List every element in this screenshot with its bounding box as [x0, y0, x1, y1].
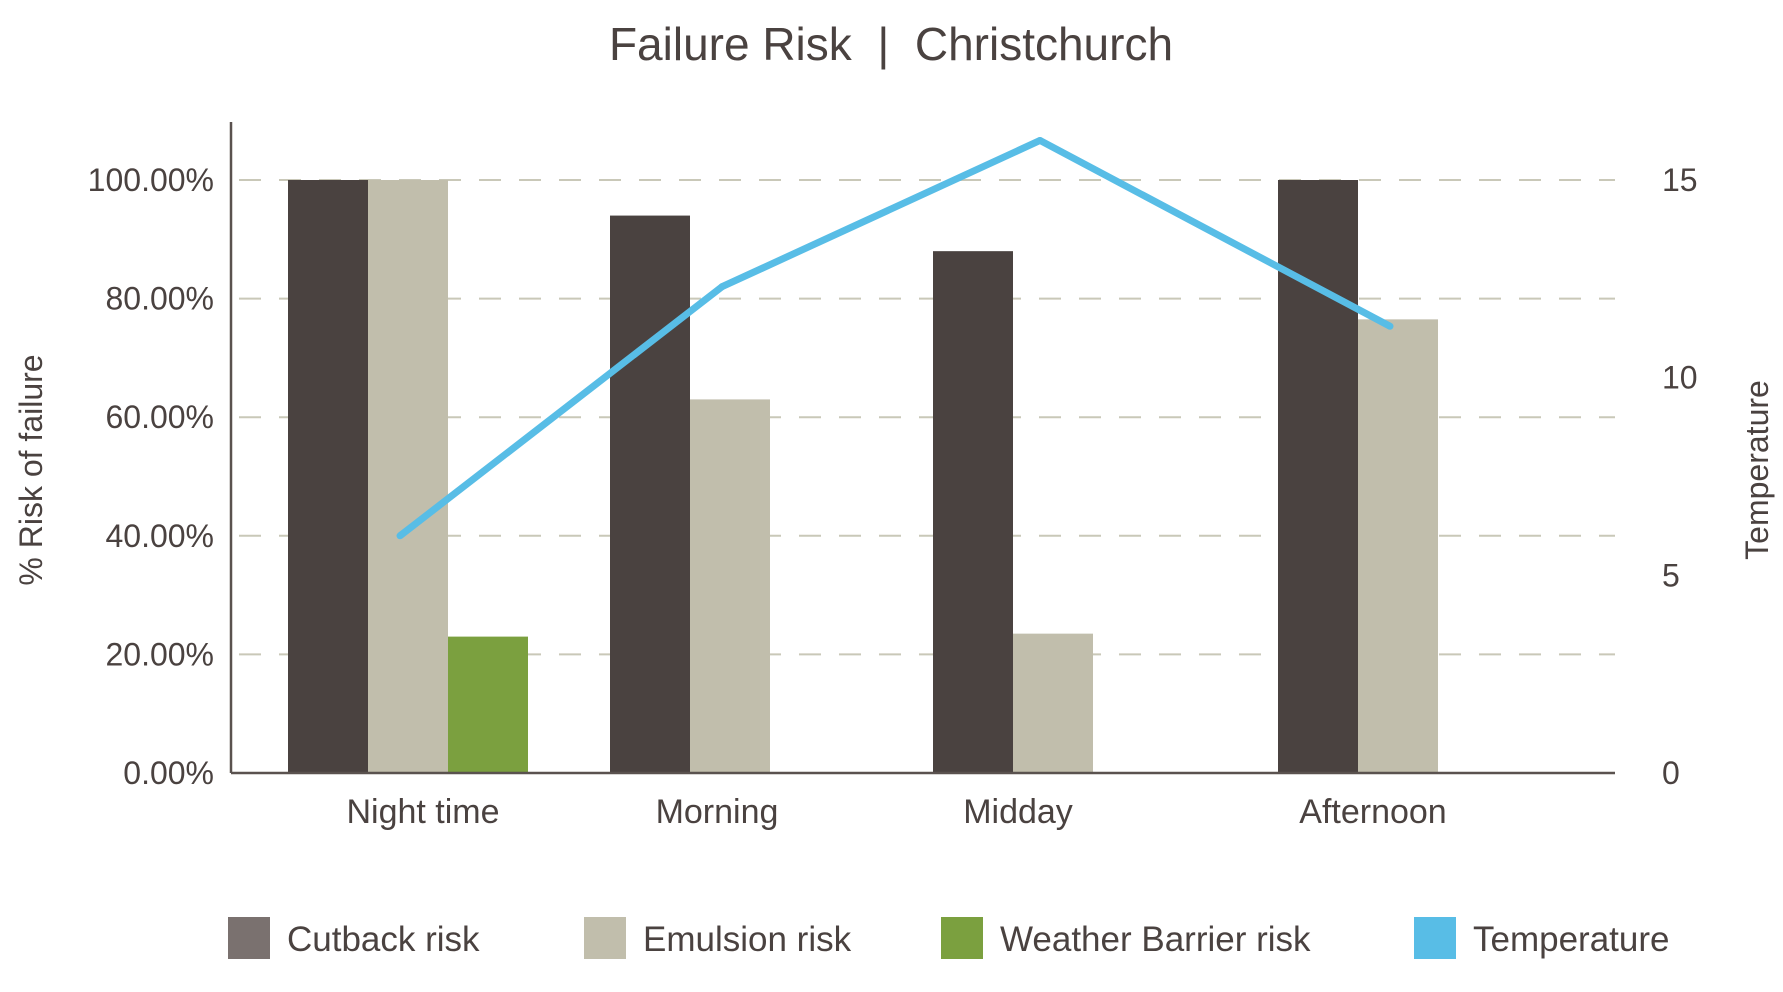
bar-cutback-risk [1278, 180, 1358, 773]
y2-tick-label: 5 [1662, 557, 1680, 593]
legend-swatch [1414, 917, 1456, 959]
bars [288, 180, 1438, 773]
temperature-line-layer [396, 136, 1394, 540]
temperature-point [1036, 136, 1044, 144]
bar-emulsion-risk [1358, 319, 1438, 773]
y-tick-label: 80.00% [105, 281, 214, 317]
right-axis-ticks: 0 5 10 15 [1662, 162, 1698, 791]
bar-cutback-risk [610, 215, 690, 773]
legend-label: Cutback risk [287, 920, 480, 959]
x-category-label: Afternoon [1299, 793, 1446, 831]
bar-cutback-risk [933, 251, 1013, 773]
y-tick-label: 0.00% [123, 755, 214, 791]
x-category-label: Night time [346, 793, 499, 831]
bar-emulsion-risk [690, 399, 770, 773]
temperature-point [1386, 322, 1394, 330]
bar-weather-barrier-risk [448, 636, 528, 773]
temperature-point [718, 283, 726, 291]
y2-axis-label: Temperature [1739, 380, 1775, 560]
y-tick-label: 100.00% [88, 162, 214, 198]
legend-label: Temperature [1473, 920, 1669, 959]
y-tick-label: 40.00% [105, 518, 214, 554]
legend-swatch [228, 917, 270, 959]
temperature-point [396, 532, 404, 540]
legend-swatch [941, 917, 983, 959]
chart-title: Failure Risk | Christchurch [609, 18, 1173, 70]
temperature-line [397, 136, 1392, 539]
gridlines [239, 179, 1615, 656]
left-axis-ticks: 0.00% 20.00% 40.00% 60.00% 80.00% 100.00% [88, 162, 214, 791]
y-axis-label: % Risk of failure [13, 354, 49, 585]
y-tick-label: 20.00% [105, 636, 214, 672]
legend: Cutback risk Emulsion risk Weather Barrier… [228, 917, 1669, 959]
bar-emulsion-risk [1013, 633, 1093, 773]
y2-tick-label: 0 [1662, 755, 1680, 791]
legend-swatch [584, 917, 626, 959]
axes [229, 122, 1615, 775]
x-category-label: Midday [963, 793, 1073, 831]
bar-emulsion-risk [368, 180, 448, 773]
category-labels: Night time Morning Midday Afternoon [346, 793, 1446, 831]
x-category-label: Morning [656, 793, 779, 831]
y-tick-label: 60.00% [105, 399, 214, 435]
legend-label: Emulsion risk [643, 920, 852, 959]
bar-cutback-risk [288, 180, 368, 773]
y2-tick-label: 15 [1662, 162, 1698, 198]
y2-tick-label: 10 [1662, 360, 1698, 396]
legend-label: Weather Barrier risk [1000, 920, 1311, 959]
